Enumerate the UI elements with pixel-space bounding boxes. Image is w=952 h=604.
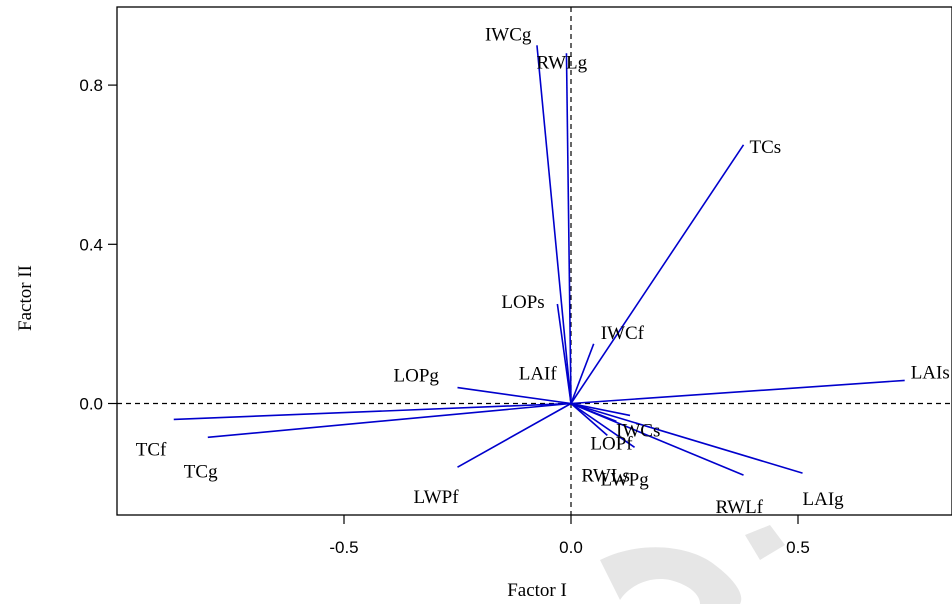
vector-RWLg: [565, 53, 572, 404]
vector-LAIg: [570, 402, 803, 474]
vector-label-LOPf: LOPf: [590, 433, 633, 454]
vector-IWCf: [570, 343, 595, 404]
vector-label-IWCf: IWCf: [601, 323, 645, 344]
vector-label-LWPg: LWPg: [601, 469, 650, 490]
plot-frame: [116, 6, 952, 516]
vector-label-TCg: TCg: [184, 461, 218, 482]
x-axis-title: Factor I: [507, 580, 567, 601]
vector-LAIs: [570, 379, 905, 405]
vector-label-RWLs: RWLs: [581, 465, 630, 486]
y-tick-label: 0.0: [79, 395, 103, 414]
vector-LWPg: [570, 402, 636, 448]
watermark: [600, 525, 785, 604]
vector-label-IWCs: IWCs: [616, 420, 660, 441]
vector-label-LAIg: LAIg: [803, 489, 845, 510]
vector-TCs: [570, 144, 745, 404]
vector-LAIf: [567, 379, 572, 404]
vector-label-LOPg: LOPg: [394, 366, 440, 387]
x-axis: -0.5 0.0 0.5: [329, 515, 810, 557]
vector-TCf: [173, 402, 572, 421]
vector-label-LOPs: LOPs: [501, 292, 544, 313]
x-tick-label: -0.5: [329, 538, 358, 557]
x-tick-label: 0.5: [786, 538, 810, 557]
vector-series: [173, 45, 905, 476]
x-tick-label: 0.0: [559, 538, 583, 557]
vector-RWLf: [570, 402, 744, 476]
vector-label-TCf: TCf: [136, 439, 167, 460]
y-axis: 0.0 0.4 0.8: [79, 76, 117, 414]
vector-label-LWPf: LWPf: [414, 487, 460, 508]
y-tick-label: 0.4: [79, 235, 103, 254]
y-tick-label: 0.8: [79, 76, 103, 95]
vector-label-RWLg: RWLg: [536, 52, 587, 73]
y-axis-title: Factor II: [15, 265, 36, 331]
vector-IWCs: [570, 402, 631, 417]
vector-IWCg: [536, 45, 572, 404]
vector-RWLs: [570, 402, 608, 436]
vector-LWPf: [457, 402, 572, 468]
vector-label-IWCg: IWCg: [485, 24, 532, 45]
vector-label-RWLf: RWLf: [716, 497, 764, 518]
vector-LOPg: [457, 386, 572, 405]
vector-TCg: [207, 402, 572, 439]
vector-label-TCs: TCs: [750, 137, 782, 158]
vector-label-LAIf: LAIf: [519, 364, 558, 385]
vector-label-LAIs: LAIs: [911, 362, 950, 383]
